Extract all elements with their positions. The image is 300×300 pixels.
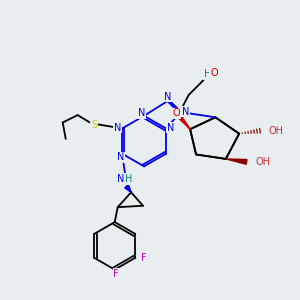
Text: H: H: [204, 69, 211, 79]
Text: F: F: [141, 253, 147, 263]
Text: N: N: [138, 108, 146, 118]
Text: O: O: [210, 68, 218, 78]
Text: N: N: [164, 92, 171, 102]
Text: N: N: [117, 174, 124, 184]
Text: H: H: [125, 174, 132, 184]
Text: F: F: [113, 269, 119, 279]
Text: N: N: [167, 123, 174, 133]
Text: N: N: [114, 123, 122, 133]
Text: S: S: [91, 121, 97, 130]
Polygon shape: [226, 159, 247, 164]
Text: OH: OH: [269, 126, 284, 136]
Text: OH: OH: [256, 157, 271, 167]
Text: N: N: [182, 106, 189, 116]
Text: N: N: [117, 152, 124, 162]
Polygon shape: [177, 114, 190, 129]
Text: O: O: [172, 108, 180, 118]
Polygon shape: [125, 185, 131, 192]
